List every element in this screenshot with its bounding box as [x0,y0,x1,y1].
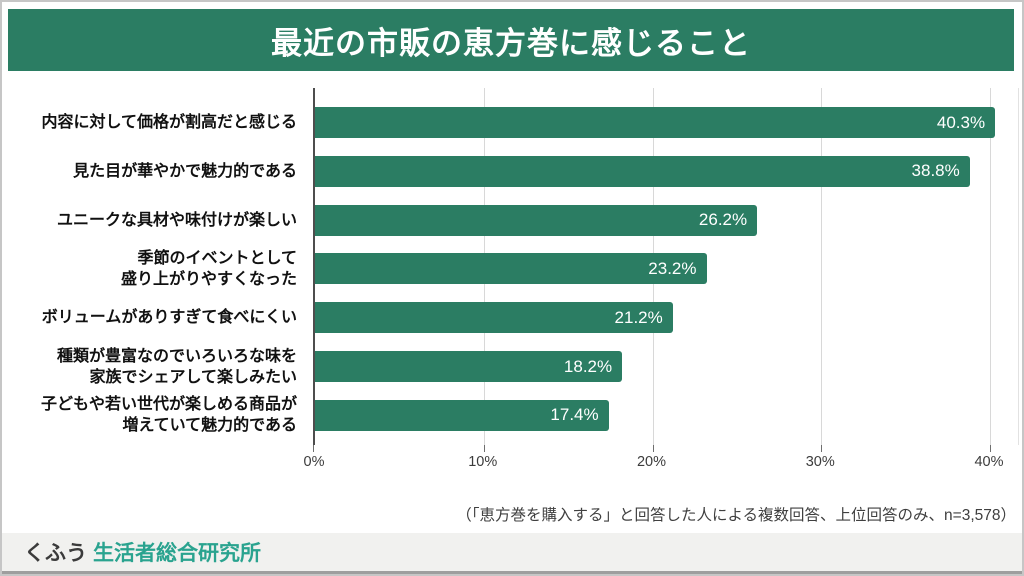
footer-bar: くふう 生活者総合研究所 [2,533,1022,574]
category-label: 内容に対して価格が割高だと感じる [41,114,297,131]
bar: 18.2% [315,351,623,382]
axis-tick-label-20pct: 20% [636,454,667,470]
bar-value-label: 23.2% [648,258,697,278]
bar-value-label: 40.3% [936,112,986,132]
company-logo: くふう 生活者総合研究所 [24,537,261,567]
category-label: ユニークな具材や味付けが楽しい [56,211,297,229]
bar-value-label: 21.2% [614,307,663,327]
title-banner: 最近の市販の恵方巻に感じること [8,9,1014,71]
bar: 38.8% [315,155,970,187]
x-axis-tick-labels: 0% 10% 20% 30% 40% [304,454,1019,474]
category-label: 子どもや若い世代が楽しめる商品が 増えていて魅力的である [40,396,297,435]
axis-tick-20pct [652,445,654,452]
category-label: ボリュームがありすぎて食べにくい [41,309,297,327]
logo-kufu: くふう [24,542,87,565]
bar: 17.4% [315,399,609,431]
gridline-40pct [990,88,991,445]
bar: 26.2% [315,204,758,236]
category-labels: 内容に対して価格が割高だと感じる見た目が華やかで魅力的であるユニークな具材や味付… [2,88,303,445]
gridline-30pct [821,88,823,445]
axis-tick-label-40pct: 40% [974,454,1004,470]
axis-tick-label-10pct: 10% [468,454,498,470]
footnote: （「恵方巻を購入する」と回答した人による複数回答、上位回答のみ、n=3,578） [456,507,1016,524]
page-title: 最近の市販の恵方巻に感じること [271,25,751,61]
plot-area: 40.3% 38.8% 26.2% 23.2% 21.2% 18.2% 17.4% [313,88,1019,452]
bar-value-label: 38.8% [911,161,960,181]
bar: 40.3% [315,107,996,138]
bar: 21.2% [315,302,673,334]
logo-institute: 生活者総合研究所 [93,542,261,565]
category-label: 見た目が華やかで魅力的である [73,162,297,180]
axis-tick-30pct [821,445,823,452]
bar-value-label: 17.4% [550,405,599,425]
bar-value-label: 18.2% [563,356,613,376]
axis-tick-40pct [990,445,991,452]
axis-tick-10pct [483,445,485,452]
axis-tick-label-0pct: 0% [303,454,325,470]
axis-tick-0pct [313,445,314,452]
bar: 23.2% [315,253,707,285]
category-label: 種類が豊富なのでいろいろな味を 家族でシェアして楽しみたい [56,347,297,386]
axis-tick-label-30pct: 30% [805,454,835,470]
bar-value-label: 26.2% [698,210,748,230]
category-label: 季節のイベントとして 盛り上がりやすくなった [120,249,297,288]
